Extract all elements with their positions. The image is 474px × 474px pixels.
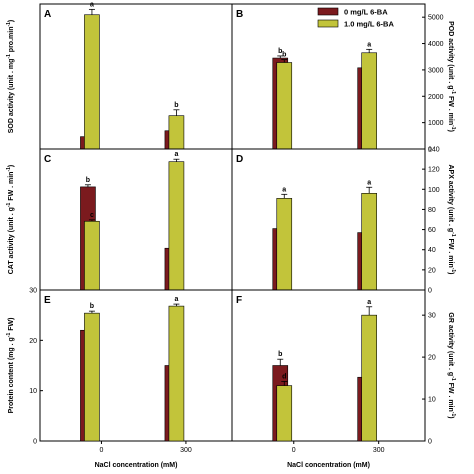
panel-label: C: [44, 154, 51, 165]
x-tick-label: 0: [99, 447, 103, 454]
y-axis-label: CAT activity (unit . g-1 FW . min-1): [6, 165, 15, 275]
significance-letter: b: [278, 48, 282, 55]
y-tick-label: 20: [428, 355, 436, 362]
bar: [168, 115, 185, 150]
y-tick-label: 10: [29, 388, 37, 395]
bar: [361, 52, 377, 150]
significance-letter: b: [90, 303, 94, 310]
y-axis-label: SOD activity (unit . mg-1 pro.min-1): [6, 20, 15, 134]
panel-frame: [39, 289, 233, 442]
bar: [168, 161, 185, 291]
y-tick-label: 5000: [428, 15, 444, 22]
significance-letter: a: [282, 186, 286, 193]
panel-label: A: [44, 9, 51, 20]
y-axis-label: POD activity (unit . g-1 FW . min-1): [447, 21, 456, 132]
significance-letter: b: [278, 351, 282, 358]
panel-label: F: [236, 295, 242, 306]
significance-letter: d: [282, 373, 286, 380]
y-axis-label: Protein content (mg . g-1 FW): [6, 318, 15, 414]
x-axis-label: NaCl concentration (mM): [287, 462, 370, 469]
legend-label: 0 mg/L 6-BA: [344, 8, 388, 17]
y-tick-label: 0: [428, 439, 432, 446]
bar: [276, 62, 293, 150]
panel-label: B: [236, 9, 243, 20]
y-tick-label: 40: [428, 247, 436, 254]
bar: [84, 312, 100, 442]
y-tick-label: 4000: [428, 41, 444, 48]
significance-letter: b: [174, 102, 178, 109]
x-axis-label: NaCl concentration (mM): [95, 462, 178, 469]
y-tick-label: 1000: [428, 120, 444, 127]
y-tick-label: 3000: [428, 67, 444, 74]
panel-f: F 0 10 20 30 GR activity (unit . g-1 FW . min…: [231, 289, 456, 469]
y-tick-label: 120: [428, 167, 440, 174]
bar: [84, 220, 100, 291]
legend-swatch: [317, 7, 339, 16]
legend: 0 mg/L 6-BA 1.0 mg/L 6-BA: [317, 7, 394, 29]
bar: [361, 193, 377, 291]
significance-letter: a: [367, 41, 371, 48]
y-tick-label: 60: [428, 227, 436, 234]
significance-letter: a: [174, 296, 178, 303]
y-axis-label: GR activity (unit . g-1 FW . min-1): [447, 312, 456, 418]
significance-letter: a: [90, 1, 94, 8]
y-tick-label: 0: [428, 147, 432, 154]
y-tick-label: 2000: [428, 94, 444, 101]
bar: [168, 305, 185, 442]
y-tick-label: 20: [29, 338, 37, 345]
significance-letter: a: [367, 179, 371, 186]
bar: [84, 14, 100, 150]
y-tick-label: 10: [428, 397, 436, 404]
panel-label: D: [236, 154, 243, 165]
y-tick-label: 0: [428, 288, 432, 295]
x-tick-label: 0: [292, 447, 296, 454]
significance-letter: b: [282, 52, 286, 59]
significance-letter: c: [90, 212, 94, 219]
panel-frame: [231, 148, 426, 291]
bar: [361, 314, 377, 442]
bar: [276, 385, 293, 442]
panel-frame: [39, 148, 233, 291]
y-tick-label: 0: [33, 439, 37, 446]
bar: [276, 198, 293, 291]
y-axis-label: APX activity (unit . g-1 FW . min-1): [447, 164, 456, 274]
legend-swatch: [317, 19, 339, 28]
panel-frame: [39, 3, 233, 150]
significance-letter: a: [174, 151, 178, 158]
significance-letter: b: [86, 177, 90, 184]
y-tick-label: 100: [428, 187, 440, 194]
y-tick-label: 30: [428, 313, 436, 320]
x-tick-label: 300: [373, 447, 385, 454]
y-tick-label: 30: [29, 288, 37, 295]
panel-label: E: [44, 295, 51, 306]
y-tick-label: 80: [428, 207, 436, 214]
y-tick-label: 140: [428, 147, 440, 154]
legend-label: 1.0 mg/L 6-BA: [344, 20, 394, 29]
significance-letter: a: [367, 299, 371, 306]
x-tick-label: 300: [180, 447, 192, 454]
panel-frame: [231, 289, 426, 442]
panel-d: D 0 20 40 60 80 100 120 140 APX activity (unit . …: [231, 147, 456, 295]
y-tick-label: 20: [428, 267, 436, 274]
